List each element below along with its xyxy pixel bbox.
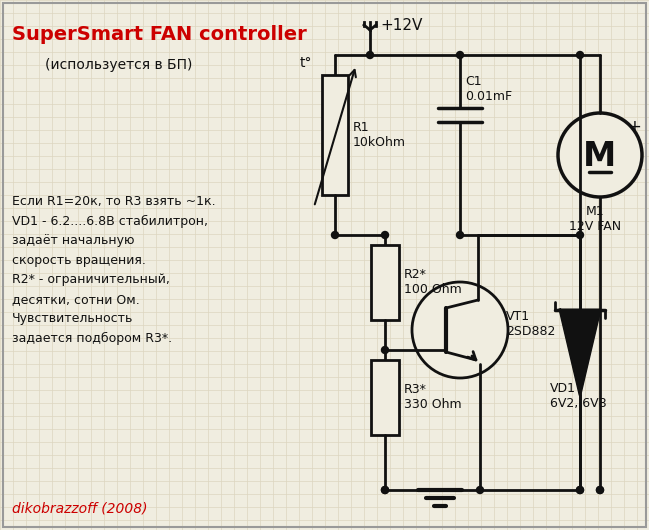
Text: dikobrazzoff (2008): dikobrazzoff (2008) (12, 501, 147, 515)
Circle shape (576, 232, 583, 239)
Text: M1
12V FAN: M1 12V FAN (569, 205, 621, 233)
Circle shape (596, 487, 604, 493)
Circle shape (576, 487, 583, 493)
Circle shape (576, 51, 583, 58)
Circle shape (382, 347, 389, 354)
Circle shape (367, 51, 374, 58)
Polygon shape (560, 310, 600, 395)
Circle shape (382, 232, 389, 239)
Circle shape (576, 487, 583, 493)
Text: C1
0.01mF: C1 0.01mF (465, 75, 512, 103)
Text: t°: t° (299, 56, 312, 70)
Text: VT1
2SD882: VT1 2SD882 (506, 310, 556, 338)
Circle shape (456, 51, 463, 58)
Circle shape (596, 487, 604, 493)
Text: +: + (627, 118, 641, 136)
Text: Если R1=20к, то R3 взять ~1к.
VD1 - 6.2....6.8В стабилитрон,
задаёт начальную
ск: Если R1=20к, то R3 взять ~1к. VD1 - 6.2.… (12, 195, 215, 344)
Bar (322, 75, 348, 195)
Text: +12V: +12V (380, 19, 422, 33)
Text: R1
10kOhm: R1 10kOhm (353, 121, 406, 149)
Text: (используется в БП): (используется в БП) (45, 58, 192, 72)
Bar (371, 360, 399, 435)
Circle shape (456, 232, 463, 239)
Text: M: M (583, 140, 617, 173)
Circle shape (476, 487, 484, 493)
Circle shape (412, 282, 508, 378)
Circle shape (382, 487, 389, 493)
Circle shape (382, 487, 389, 493)
Text: R3*
330 Ohm: R3* 330 Ohm (404, 383, 461, 411)
Bar (371, 245, 399, 320)
Text: R2*
100 Ohm: R2* 100 Ohm (404, 268, 461, 296)
Text: VD1
6V2, 6V8: VD1 6V2, 6V8 (550, 382, 607, 410)
Circle shape (558, 113, 642, 197)
Text: SuperSmart FAN controller: SuperSmart FAN controller (12, 25, 307, 45)
Circle shape (332, 232, 339, 239)
